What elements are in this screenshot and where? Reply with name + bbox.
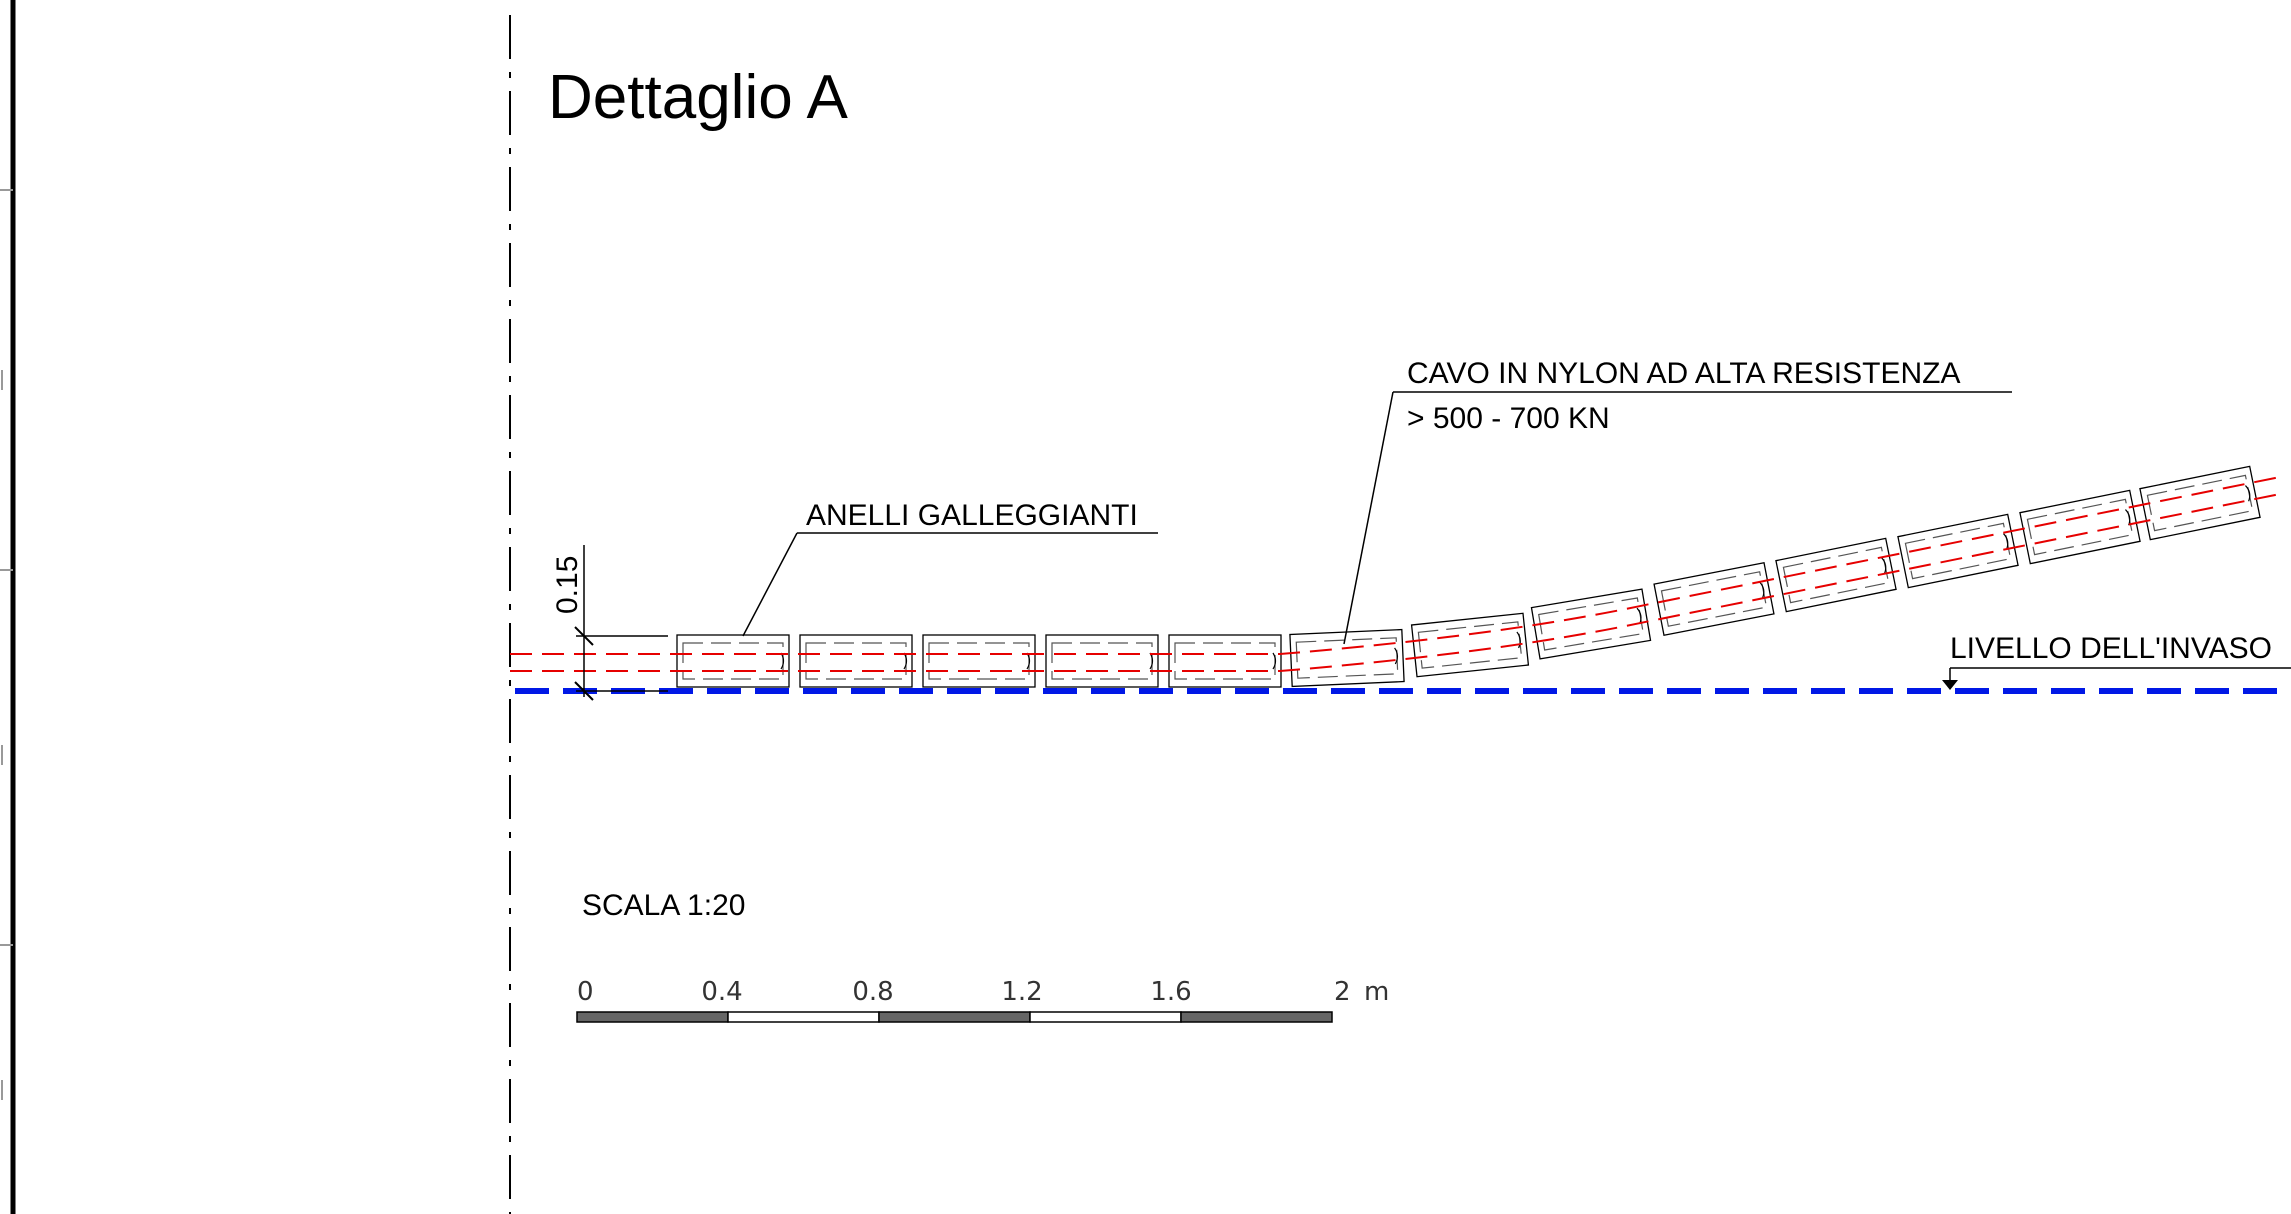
water-level-callout-leader [1942,667,2291,690]
floating-ring [799,634,913,688]
cable-callout-label: CAVO IN NYLON AD ALTA RESISTENZA [1407,357,1960,390]
scale-segment-dark [878,1011,1031,1023]
scale-segment-dark [1180,1011,1333,1023]
scale-bar [576,1011,1333,1023]
rings-callout-leader [742,532,1158,637]
scale-tick-label: 0 [577,977,594,1007]
water-level-label: LIVELLO DELL'INVASO [1950,632,2272,665]
scale-tick-label: 1.6 [1150,977,1191,1007]
scale-tick-label: 1.2 [1001,977,1042,1007]
floating-ring [1289,628,1405,688]
scale-tick-label: 2 [1334,977,1351,1007]
floating-ring [1410,612,1530,678]
floating-ring [676,634,790,688]
sheet-border [0,0,16,1214]
floating-ring [1653,562,1775,636]
scale-unit-label: m [1364,977,1389,1007]
floating-ring [2139,465,2261,541]
cable-callout-leader [1343,391,2012,645]
cable-callout-load: > 500 - 700 KN [1407,402,1610,435]
scale-tick-label: 0.4 [701,977,742,1007]
detail-title: Dettaglio A [548,63,849,132]
scale-label: SCALA 1:20 [582,889,745,922]
floating-ring [922,634,1036,688]
floating-ring [2019,489,2141,565]
scale-segment-dark [576,1011,729,1023]
rings-callout-label: ANELLI GALLEGGIANTI [806,499,1138,532]
scale-segment-light [1029,1011,1182,1023]
floating-ring [1530,588,1652,660]
scale-segment-light [727,1011,880,1023]
floating-ring [1168,634,1282,688]
floating-ring [1045,634,1159,688]
floating-rings [676,465,2261,688]
scale-tick-labels: 0 0.4 0.8 1.2 1.6 2 m [577,977,1389,1007]
dimension-ring-height [574,545,668,701]
scale-tick-label: 0.8 [852,977,893,1007]
nylon-cable [510,476,2281,672]
floating-ring [1775,537,1897,613]
floating-ring [1897,513,2019,589]
dimension-label: 0.15 [551,556,584,614]
